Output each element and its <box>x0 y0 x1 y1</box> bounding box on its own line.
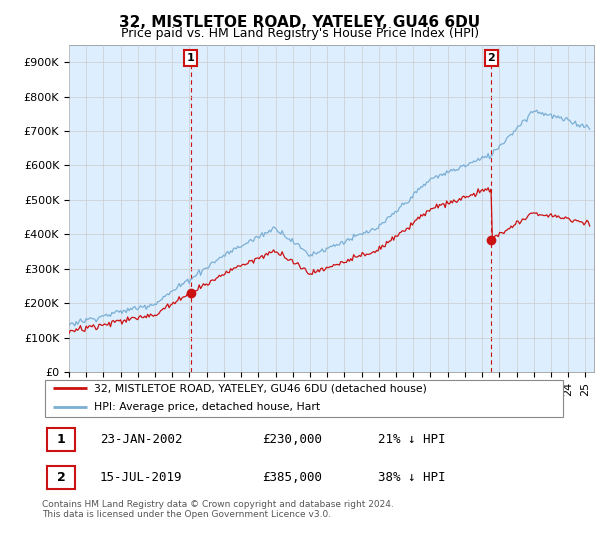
Text: 32, MISTLETOE ROAD, YATELEY, GU46 6DU (detached house): 32, MISTLETOE ROAD, YATELEY, GU46 6DU (d… <box>95 384 427 394</box>
FancyBboxPatch shape <box>44 380 563 417</box>
Text: 32, MISTLETOE ROAD, YATELEY, GU46 6DU: 32, MISTLETOE ROAD, YATELEY, GU46 6DU <box>119 15 481 30</box>
Text: Contains HM Land Registry data © Crown copyright and database right 2024.
This d: Contains HM Land Registry data © Crown c… <box>42 500 394 520</box>
Text: 15-JUL-2019: 15-JUL-2019 <box>100 471 182 484</box>
FancyBboxPatch shape <box>47 466 74 489</box>
Text: 38% ↓ HPI: 38% ↓ HPI <box>378 471 445 484</box>
Text: Price paid vs. HM Land Registry's House Price Index (HPI): Price paid vs. HM Land Registry's House … <box>121 27 479 40</box>
Text: 1: 1 <box>187 53 194 63</box>
FancyBboxPatch shape <box>47 428 74 451</box>
Text: £230,000: £230,000 <box>263 433 323 446</box>
Text: £385,000: £385,000 <box>263 471 323 484</box>
Text: HPI: Average price, detached house, Hart: HPI: Average price, detached house, Hart <box>95 402 320 412</box>
Text: 2: 2 <box>56 471 65 484</box>
Text: 21% ↓ HPI: 21% ↓ HPI <box>378 433 445 446</box>
Text: 2: 2 <box>488 53 495 63</box>
Text: 1: 1 <box>56 433 65 446</box>
Text: 23-JAN-2002: 23-JAN-2002 <box>100 433 182 446</box>
